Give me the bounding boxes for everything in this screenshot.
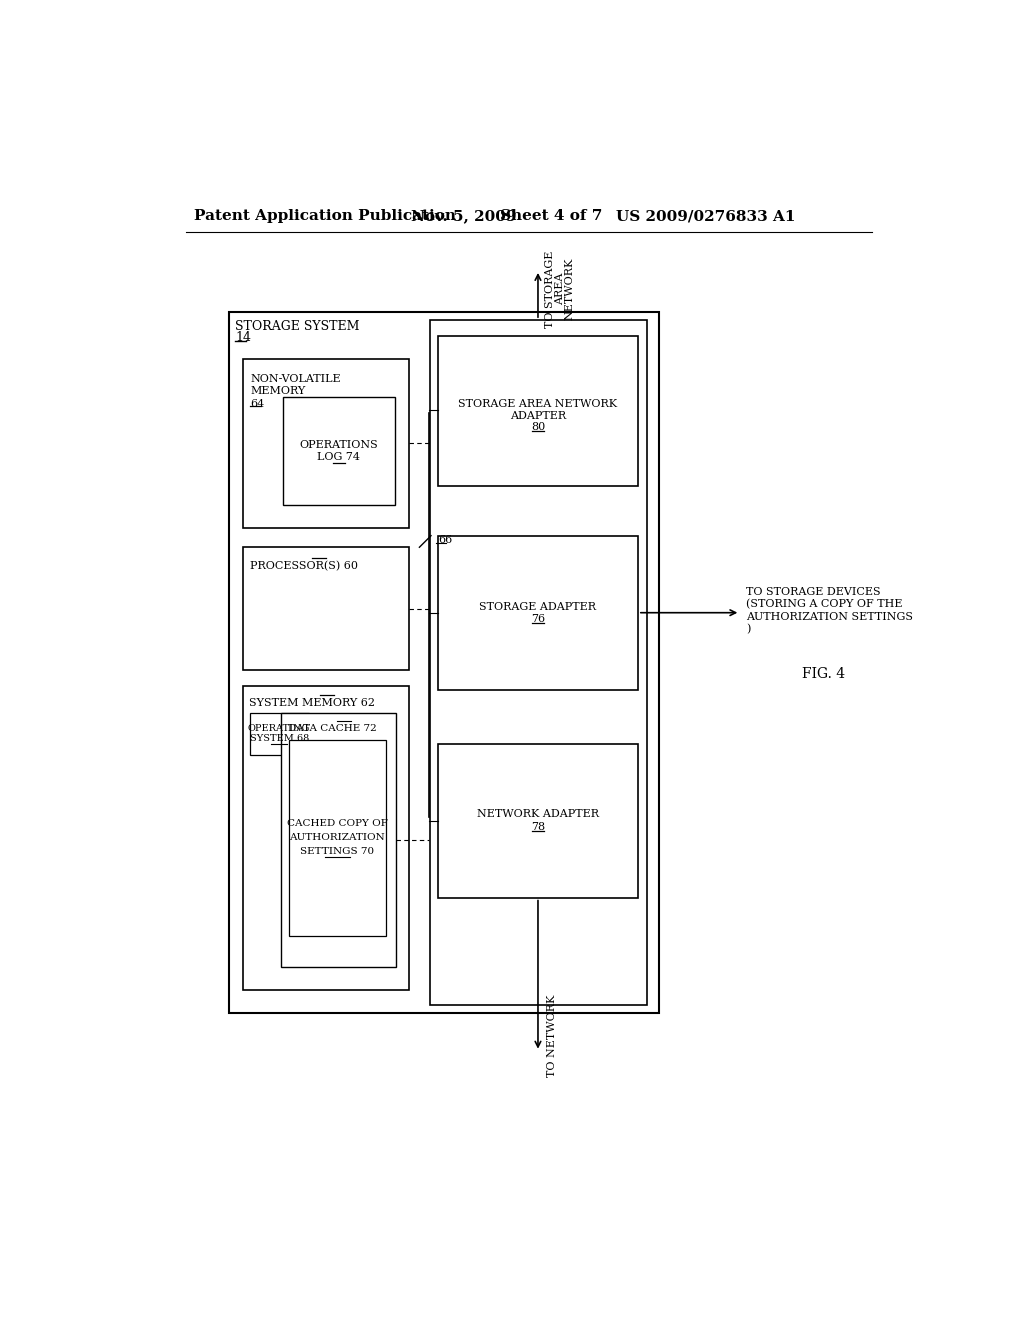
Text: 80: 80 — [530, 422, 545, 432]
Text: DATA CACHE 72: DATA CACHE 72 — [288, 723, 377, 733]
Text: STORAGE AREA NETWORK: STORAGE AREA NETWORK — [459, 399, 617, 409]
Text: 78: 78 — [530, 822, 545, 832]
Text: AUTHORIZATION SETTINGS: AUTHORIZATION SETTINGS — [746, 612, 913, 622]
Text: Sheet 4 of 7: Sheet 4 of 7 — [500, 209, 602, 223]
Text: PROCESSOR(S) 60: PROCESSOR(S) 60 — [251, 561, 358, 572]
Bar — [430, 321, 647, 1006]
Text: NON-VOLATILE: NON-VOLATILE — [251, 374, 341, 384]
Text: CACHED COPY OF: CACHED COPY OF — [287, 820, 388, 828]
Text: (STORING A COPY OF THE: (STORING A COPY OF THE — [746, 599, 903, 610]
Bar — [243, 359, 410, 528]
Bar — [228, 313, 658, 1014]
Text: TO STORAGE: TO STORAGE — [545, 251, 555, 327]
Text: OPERATIONS: OPERATIONS — [299, 440, 378, 450]
Text: 14: 14 — [234, 330, 251, 343]
Bar — [282, 713, 396, 966]
Text: SYSTEM MEMORY 62: SYSTEM MEMORY 62 — [249, 698, 375, 708]
Bar — [438, 536, 638, 689]
Text: AREA: AREA — [555, 273, 564, 305]
Bar — [289, 739, 386, 936]
Text: SYSTEM 68: SYSTEM 68 — [250, 734, 309, 743]
Bar — [438, 743, 638, 898]
Text: Patent Application Publication: Patent Application Publication — [194, 209, 456, 223]
Text: ADAPTER: ADAPTER — [510, 412, 566, 421]
Bar — [438, 335, 638, 486]
Text: NETWORK: NETWORK — [565, 259, 574, 321]
Text: AUTHORIZATION: AUTHORIZATION — [290, 833, 385, 842]
Bar — [243, 548, 410, 671]
Text: ): ) — [746, 624, 751, 635]
Text: STORAGE SYSTEM: STORAGE SYSTEM — [234, 319, 359, 333]
Text: MEMORY: MEMORY — [251, 387, 306, 396]
Text: SETTINGS 70: SETTINGS 70 — [300, 847, 375, 855]
Text: LOG 74: LOG 74 — [317, 453, 360, 462]
Text: TO NETWORK: TO NETWORK — [547, 995, 557, 1077]
Text: NETWORK ADAPTER: NETWORK ADAPTER — [477, 809, 599, 820]
Text: 76: 76 — [530, 614, 545, 624]
Text: 66: 66 — [438, 535, 453, 545]
Text: TO STORAGE DEVICES: TO STORAGE DEVICES — [746, 587, 881, 597]
Text: STORAGE ADAPTER: STORAGE ADAPTER — [479, 602, 596, 611]
Bar — [251, 713, 308, 755]
Text: FIG. 4: FIG. 4 — [802, 668, 846, 681]
Text: Nov. 5, 2009: Nov. 5, 2009 — [411, 209, 516, 223]
Bar — [243, 686, 410, 990]
Text: US 2009/0276833 A1: US 2009/0276833 A1 — [616, 209, 796, 223]
Text: OPERATING: OPERATING — [248, 725, 310, 734]
Bar — [283, 397, 395, 504]
Text: 64: 64 — [251, 399, 264, 409]
